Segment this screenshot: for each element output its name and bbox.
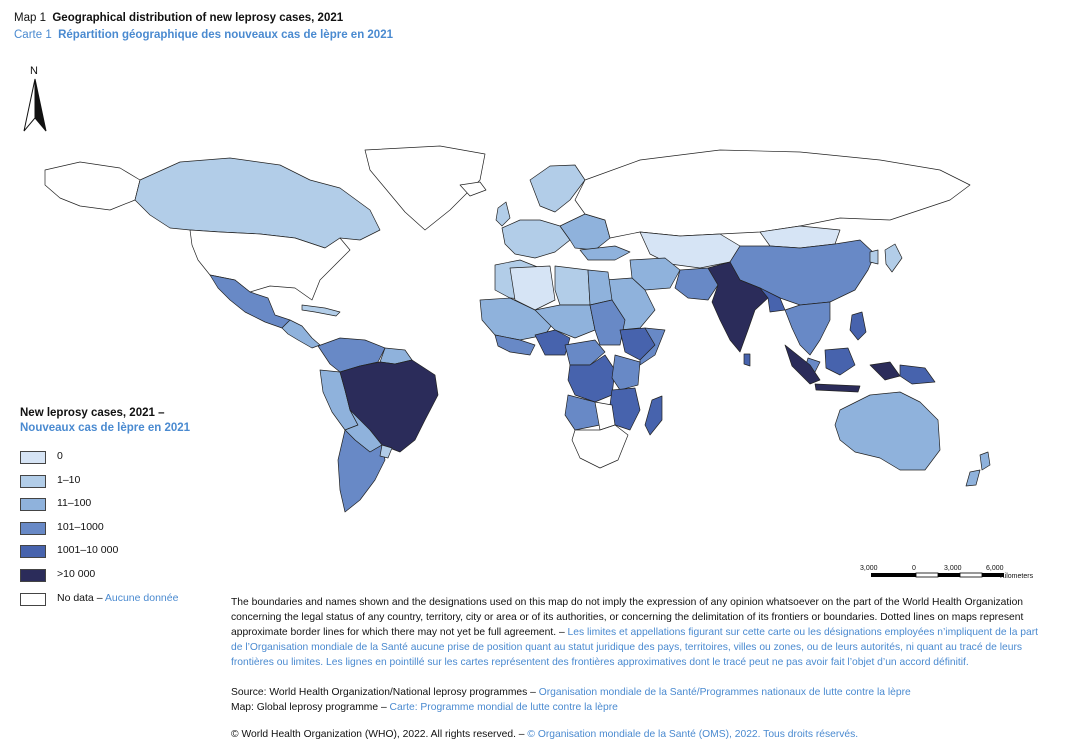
region-new-zealand-south <box>965 469 981 487</box>
scale-segment <box>938 573 960 577</box>
disclaimer-fr: Les limites et appellations figurant sur… <box>231 627 1039 668</box>
legend-label: 1001–10 000 <box>57 544 119 557</box>
map-title-fr-text: Répartition géographique des nouveaux ca… <box>58 29 393 41</box>
region-gulf-of-guinea <box>494 334 536 356</box>
legend-swatch <box>20 568 46 582</box>
region-cameroon-car <box>564 339 606 366</box>
legend-items: 0 1–10 11–100 101–1000 1001–10 000 >10 0… <box>20 449 220 614</box>
world-map <box>44 145 991 513</box>
region-australia <box>834 391 941 471</box>
legend: New leprosy cases, 2021 – Nouveaux cas d… <box>20 407 220 614</box>
region-uruguay <box>379 444 393 459</box>
scale-tick-label: 6,000 <box>986 565 1004 572</box>
scale-tick-label: 3,000 <box>944 565 962 572</box>
region-angola <box>564 394 601 431</box>
region-indonesia-java <box>814 383 861 393</box>
mapby-fr: Carte: Programme mondial de lutte contre… <box>389 702 618 713</box>
region-southern-africa <box>571 424 629 469</box>
region-western-europe <box>501 219 571 259</box>
region-indonesia-east <box>869 361 901 381</box>
region-new-zealand <box>979 451 991 471</box>
disclaimer-en: The boundaries and names shown and the d… <box>231 597 1024 638</box>
region-papua <box>899 364 936 385</box>
copyright-en: © World Health Organization (WHO), 2022.… <box>231 729 528 740</box>
map-title-fr-prefix: Carte 1 <box>14 29 52 41</box>
region-alaska <box>44 161 141 211</box>
region-indonesia-sumatra <box>784 344 821 385</box>
legend-nodata-fr: Aucune donnée <box>104 591 179 604</box>
region-sri-lanka <box>743 353 751 367</box>
region-scandinavia <box>529 164 586 213</box>
region-southeast-asia <box>784 301 831 356</box>
legend-item-nodata: No data – Aucune donnée <box>20 591 220 615</box>
legend-label-nodata: No data – Aucune donnée <box>57 592 178 604</box>
region-russia <box>574 149 971 239</box>
legend-title-fr: Nouveaux cas de lèpre en 2021 <box>20 422 191 434</box>
legend-swatch <box>20 474 46 488</box>
region-madagascar <box>644 395 663 436</box>
scale-unit: Kilometers <box>1000 573 1034 580</box>
legend-item: 0 <box>20 449 220 473</box>
source-en: Source: World Health Organization/Nation… <box>231 687 539 698</box>
map-title-en-text: Geographical distribution of new leprosy… <box>52 12 344 24</box>
scale-segment <box>871 573 916 577</box>
legend-swatch-nodata <box>20 592 46 606</box>
region-egypt <box>587 269 613 306</box>
map-title-fr: Carte 1 Répartition géographique des nou… <box>14 29 393 41</box>
region-sudan <box>589 299 626 346</box>
legend-item: 1001–10 000 <box>20 543 220 567</box>
source-block: Source: World Health Organization/Nation… <box>231 685 911 715</box>
region-uk <box>495 201 511 227</box>
legend-item: >10 000 <box>20 567 220 591</box>
region-usa <box>189 229 351 301</box>
legend-swatch <box>20 498 46 512</box>
legend-item: 101–1000 <box>20 520 220 544</box>
north-label: N <box>30 65 38 77</box>
map-title-en-prefix: Map 1 <box>14 12 46 24</box>
scale-segment <box>982 573 1004 577</box>
legend-title-en: New leprosy cases, 2021 – <box>20 407 165 419</box>
scale-tick-label: 0 <box>912 565 916 572</box>
copyright-fr: © Organisation mondiale de la Santé (OMS… <box>527 729 859 740</box>
region-turkey <box>579 245 631 261</box>
scale-segment <box>915 572 939 578</box>
region-nepal-bangladesh <box>759 287 786 313</box>
scale-segment <box>959 572 983 578</box>
north-arrow-icon: N <box>23 65 47 132</box>
region-philippines <box>849 311 867 341</box>
map-credit-line: Map: Global leprosy programme – Carte: P… <box>231 700 911 715</box>
map-title-en: Map 1 Geographical distribution of new l… <box>14 12 343 24</box>
region-korea <box>869 249 879 265</box>
legend-label: >10 000 <box>57 567 96 580</box>
scale-tick-label: 3,000 <box>860 565 878 572</box>
region-india <box>707 261 769 353</box>
region-central-america <box>281 319 321 349</box>
region-indonesia-borneo <box>824 347 856 376</box>
region-southern-cone <box>337 429 386 513</box>
region-iceland <box>459 181 487 197</box>
legend-label: 11–100 <box>57 497 92 510</box>
source-line: Source: World Health Organization/Nation… <box>231 685 911 700</box>
legend-swatch <box>20 521 46 535</box>
mapby-en: Map: Global leprosy programme – <box>231 702 390 713</box>
copyright: © World Health Organization (WHO), 2022.… <box>231 729 858 740</box>
region-greenland <box>364 145 486 231</box>
legend-item: 11–100 <box>20 496 220 520</box>
region-caribbean <box>301 304 341 317</box>
region-northern-south-america <box>317 337 386 373</box>
legend-swatch <box>20 545 46 559</box>
region-libya <box>554 265 591 306</box>
legend-label: 1–10 <box>57 473 81 486</box>
legend-nodata-en: No data – <box>57 591 105 604</box>
source-fr: Organisation mondiale de la Santé/Progra… <box>538 687 911 698</box>
legend-item: 1–10 <box>20 473 220 497</box>
region-japan <box>884 243 903 273</box>
region-algeria-west <box>509 265 556 311</box>
legend-label: 101–1000 <box>57 520 104 533</box>
disclaimer: The boundaries and names shown and the d… <box>231 595 1043 670</box>
legend-swatch <box>20 451 46 464</box>
region-east-africa <box>611 354 641 391</box>
scale-bar: 3,000 0 3,000 6,000 Kilometers <box>860 565 1034 580</box>
legend-label: 0 <box>57 450 63 462</box>
